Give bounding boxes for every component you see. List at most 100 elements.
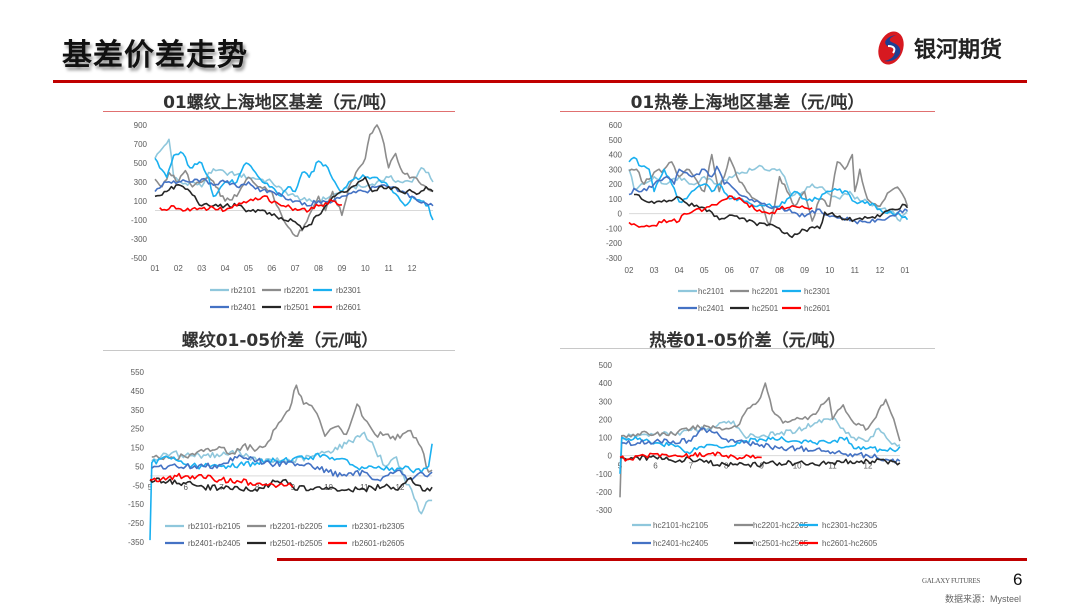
x-tick-label: 12 (408, 264, 417, 273)
y-tick-label: 100 (609, 195, 623, 204)
x-tick-label: 08 (775, 266, 784, 275)
series-line-hc2301-hc2305 (619, 436, 901, 474)
y-tick-label: 500 (609, 136, 623, 145)
series-line-rb2201 (154, 124, 434, 237)
y-tick-label: -350 (128, 538, 145, 547)
data-source: 数据来源：Mysteel (945, 594, 1022, 604)
x-tick-label: 06 (267, 264, 276, 273)
y-tick-label: -100 (596, 470, 613, 479)
logo-text: 银河期货 (914, 38, 1003, 63)
y-tick-label: 600 (609, 121, 623, 130)
x-tick-label: 11 (360, 483, 369, 492)
legend-label: rb2401-rb2405 (188, 539, 241, 548)
y-tick-label: 250 (131, 425, 145, 434)
y-tick-label: -300 (131, 235, 148, 244)
y-tick-label: -300 (606, 254, 623, 263)
chart-title-rebar-spread: 螺纹01-05价差（元/吨） (181, 331, 379, 351)
header-divider (53, 80, 1027, 83)
series-line-hc2401-hc2405 (621, 427, 901, 464)
y-tick-label: 700 (134, 140, 148, 149)
chart-title-hrc-basis: 01热卷上海地区基差（元/吨） (630, 93, 865, 113)
legend-label: hc2501-hc2505 (753, 539, 809, 548)
legend-label: rb2601 (336, 303, 361, 312)
y-tick-label: 300 (609, 165, 623, 174)
legend-label: hc2401 (698, 304, 725, 313)
x-tick-label: 9 (759, 462, 764, 471)
x-tick-label: 05 (700, 266, 709, 275)
series-line-rb2301 (154, 151, 434, 221)
y-tick-label: 300 (599, 397, 613, 406)
y-tick-label: 200 (599, 415, 613, 424)
legend-label: hc2501 (752, 304, 779, 313)
brand-english-name: GALAXY FUTURES (922, 577, 980, 585)
y-tick-label: 0 (618, 210, 623, 219)
page-title: 基差价差走势 (62, 38, 248, 73)
y-tick-label: -500 (131, 254, 148, 263)
legend-label: hc2301 (804, 287, 831, 296)
legend-label: hc2101-hc2105 (653, 521, 709, 530)
y-tick-label: 900 (134, 121, 148, 130)
series-line-hc2201 (628, 153, 909, 227)
x-tick-label: 02 (174, 264, 183, 273)
series-line-rb2501-rb2505 (149, 477, 433, 493)
series-line-rb2601-rb2605 (149, 472, 294, 488)
x-tick-label: 02 (625, 266, 634, 275)
x-tick-label: 01 (151, 264, 160, 273)
y-tick-label: 150 (131, 444, 145, 453)
x-tick-label: 07 (750, 266, 759, 275)
legend-label: rb2501-rb2505 (270, 539, 323, 548)
x-tick-label: 6 (653, 462, 658, 471)
x-tick-label: 01 (901, 266, 910, 275)
legend-label: hc2601-hc2605 (822, 539, 878, 548)
y-tick-label: -200 (596, 488, 613, 497)
company-logo: 银河期货 (876, 28, 1002, 68)
x-tick-label: 11 (384, 264, 393, 273)
x-tick-label: 10 (324, 483, 333, 492)
x-tick-label: 11 (828, 462, 837, 471)
chart-title-hrc-spread: 热卷01-05价差（元/吨） (649, 331, 846, 351)
x-tick-label: 03 (650, 266, 659, 275)
series-line-hc2501-hc2505 (619, 455, 901, 468)
chart-title-divider (103, 350, 455, 351)
x-tick-label: 8 (724, 462, 729, 471)
chart-title-divider (103, 111, 455, 112)
series-line-rb2601 (159, 195, 343, 213)
legend-label: rb2201-rb2205 (270, 522, 323, 531)
x-tick-label: 10 (361, 264, 370, 273)
series-line-hc2201-hc2205 (619, 382, 901, 498)
y-tick-label: 0 (608, 452, 613, 461)
footer-divider (277, 558, 1027, 561)
legend-label: rb2401 (231, 303, 256, 312)
series-line-hc2501 (634, 193, 909, 239)
chart-title-divider (560, 348, 935, 349)
legend-label: rb2301-rb2305 (352, 522, 405, 531)
legend-label: hc2101 (698, 287, 725, 296)
y-tick-label: 400 (609, 151, 623, 160)
x-tick-label: 04 (221, 264, 230, 273)
x-tick-label: 8 (255, 483, 260, 492)
series-line-rb2401 (154, 177, 434, 207)
x-tick-label: 06 (725, 266, 734, 275)
legend-label: rb2201 (284, 286, 309, 295)
legend-label: rb2101 (231, 286, 256, 295)
series-line-rb2501 (154, 176, 434, 231)
legend-label: hc2201 (752, 287, 779, 296)
y-tick-label: 550 (131, 368, 145, 377)
y-tick-label: -300 (596, 506, 613, 515)
legend-label: hc2401-hc2405 (653, 539, 709, 548)
series-line-rb2101 (154, 138, 434, 203)
series-line-hc2601-hc2605 (619, 451, 762, 462)
series-line-hc2401 (628, 165, 908, 225)
chart-title-rebar-basis: 01螺纹上海地区基差（元/吨） (163, 93, 397, 113)
legend-label: hc2601 (804, 304, 831, 313)
y-tick-label: 350 (131, 406, 145, 415)
y-tick-label: 300 (134, 178, 148, 187)
y-tick-label: 450 (131, 387, 145, 396)
series-line-rb2401-rb2405 (151, 454, 433, 482)
x-tick-label: 12 (875, 266, 884, 275)
x-tick-label: 08 (314, 264, 323, 273)
y-tick-label: -50 (132, 481, 144, 490)
legend-label: rb2101-rb2105 (188, 522, 241, 531)
